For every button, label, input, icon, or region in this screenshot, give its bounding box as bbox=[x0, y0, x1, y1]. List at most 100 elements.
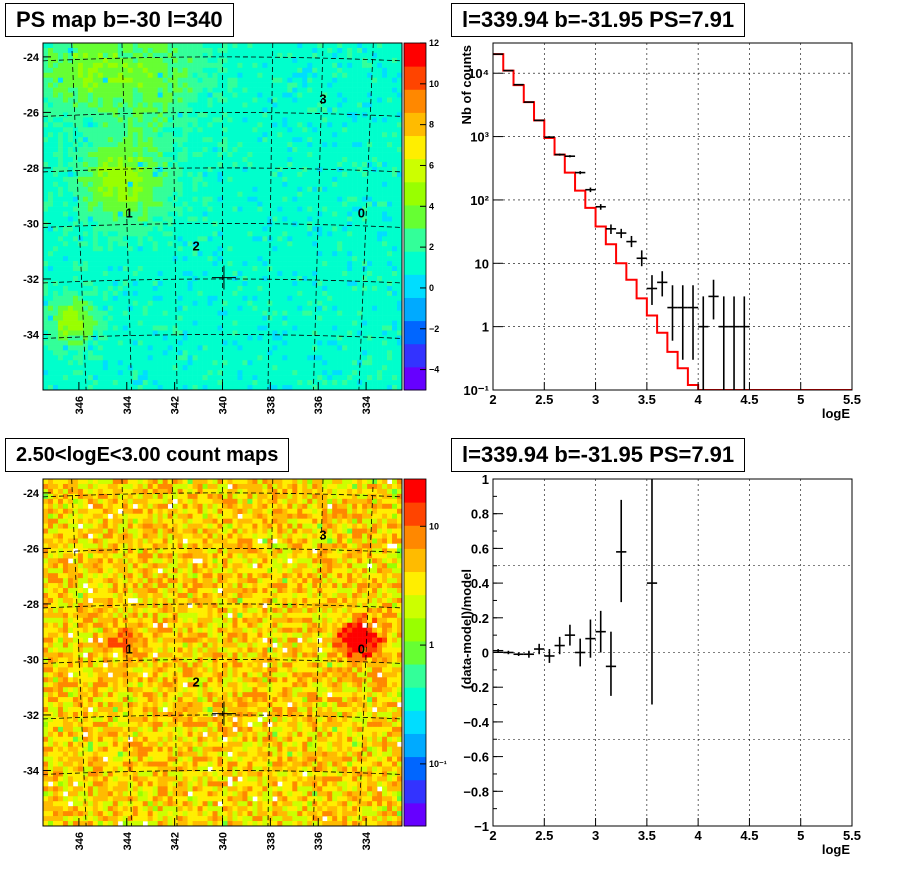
y-tick-label: −0.8 bbox=[463, 784, 489, 799]
y-tick-label: 10⁻¹ bbox=[463, 383, 489, 398]
graticule-lon-line bbox=[171, 43, 178, 390]
source-label-0: 0 bbox=[358, 641, 365, 656]
colorbar-swatch bbox=[404, 571, 426, 596]
y-tick-label: −0.6 bbox=[463, 750, 489, 765]
x-tick-label: 334 bbox=[361, 831, 373, 850]
x-tick-label: 342 bbox=[170, 396, 182, 414]
y-tick-label: 0.2 bbox=[471, 611, 489, 626]
x-tick-label: 344 bbox=[122, 395, 134, 414]
graticule-lon-line bbox=[313, 43, 324, 390]
colorbar-swatch bbox=[404, 112, 426, 137]
colorbar-tick-label: 1 bbox=[429, 640, 434, 650]
source-label-2: 2 bbox=[193, 239, 200, 254]
count-map-title: 2.50<logE<3.00 count maps bbox=[5, 438, 290, 472]
colorbar-tick-label: 6 bbox=[429, 160, 434, 170]
plot-area bbox=[493, 479, 658, 705]
colorbar-swatch bbox=[404, 548, 426, 573]
plot-frame bbox=[492, 42, 853, 391]
colorbar-swatch bbox=[404, 525, 426, 549]
y-axis-label: (data-model)/model bbox=[459, 569, 474, 689]
colorbar-swatch bbox=[404, 297, 426, 322]
x-tick-label: 336 bbox=[313, 832, 325, 850]
colorbar-swatch bbox=[404, 640, 426, 665]
y-tick-label: 10² bbox=[470, 193, 489, 208]
colorbar-swatch bbox=[404, 502, 426, 526]
x-tick-label: 340 bbox=[218, 396, 230, 414]
x-tick-label: 346 bbox=[74, 832, 86, 850]
plot-area bbox=[493, 53, 852, 390]
y-tick-label: -28 bbox=[23, 163, 39, 175]
colorbar-swatch bbox=[404, 204, 426, 229]
colorbar-swatch bbox=[404, 135, 426, 160]
x-tick-label: 334 bbox=[361, 395, 373, 414]
source-label-2: 2 bbox=[193, 675, 200, 690]
ps-map-title: PS map b=-30 l=340 bbox=[5, 3, 234, 37]
colorbar-swatch bbox=[404, 479, 426, 503]
map-pixels bbox=[43, 43, 402, 390]
graticule-lat-line bbox=[43, 112, 402, 117]
colorbar-swatch bbox=[404, 594, 426, 619]
x-tick-label: 4 bbox=[695, 828, 703, 843]
graticule-lat-line bbox=[43, 548, 402, 553]
x-tick-label: 3.5 bbox=[638, 392, 656, 407]
graticule-lon-line bbox=[171, 479, 178, 826]
graticule-lon-line bbox=[71, 479, 87, 826]
colorbar-tick-label: 12 bbox=[429, 38, 439, 48]
colorbar-swatch bbox=[404, 181, 426, 206]
x-tick-label: 2.5 bbox=[535, 392, 553, 407]
colorbar-swatch bbox=[404, 756, 426, 781]
x-tick-label: 340 bbox=[218, 832, 230, 850]
colorbar-swatch bbox=[404, 802, 426, 827]
count-map-panel: -24 -26 -28 -30 -32 -34 346 344 342 340 338 336 334 0… bbox=[23, 478, 447, 850]
source-label-0: 0 bbox=[358, 205, 365, 220]
y-tick-label: −0.2 bbox=[463, 680, 489, 695]
graticule-lon-line bbox=[71, 43, 87, 390]
x-tick-label: 2.5 bbox=[535, 828, 553, 843]
graticule-lon-line bbox=[358, 43, 374, 390]
y-tick-label: 10 bbox=[475, 256, 489, 271]
colorbar-tick-label: 0 bbox=[429, 283, 434, 293]
colorbar-swatch bbox=[404, 617, 426, 642]
spectrum-panel: 2 2.5 3 3.5 4 4.5 5 5.5 10⁴ 10³ 10² 10 1 10⁻¹ logE Nb o… bbox=[459, 42, 861, 421]
y-tick-label: -34 bbox=[23, 329, 40, 341]
y-tick-label: 0.6 bbox=[471, 541, 489, 556]
colorbar-swatch bbox=[404, 228, 426, 252]
y-tick-label: -30 bbox=[23, 654, 39, 666]
y-tick-label: -24 bbox=[23, 488, 40, 500]
source-label-1: 1 bbox=[126, 205, 133, 220]
source-label-3: 3 bbox=[319, 92, 326, 107]
residual-title: l=339.94 b=-31.95 PS=7.91 bbox=[451, 438, 746, 472]
x-tick-label: 4.5 bbox=[740, 828, 758, 843]
x-tick-label: 5 bbox=[797, 828, 804, 843]
colorbar-swatch bbox=[404, 366, 426, 391]
y-tick-label: 0.4 bbox=[471, 576, 490, 591]
colorbar-frame bbox=[403, 478, 427, 827]
x-tick-label: 5.5 bbox=[843, 392, 861, 407]
y-tick-label: -30 bbox=[23, 218, 39, 230]
x-axis-label: logE bbox=[822, 842, 850, 857]
x-tick-label: 346 bbox=[74, 396, 86, 414]
y-axis-label: Nb of counts bbox=[459, 45, 474, 124]
x-tick-label: 3 bbox=[592, 828, 599, 843]
colorbar-swatch bbox=[404, 66, 426, 90]
graticule bbox=[43, 43, 402, 390]
x-tick-label: 338 bbox=[265, 396, 277, 414]
x-tick-label: 2 bbox=[489, 392, 496, 407]
colorbar-tick-label: 4 bbox=[429, 201, 434, 211]
graticule-lon-line bbox=[121, 43, 132, 390]
x-tick-label: 3 bbox=[592, 392, 599, 407]
x-tick-label: 5 bbox=[797, 392, 804, 407]
x-axis-label: logE bbox=[822, 406, 850, 421]
residual-panel: 2 2.5 3 3.5 4 4.5 5 5.5 1 0.8 0.6 0.4 0.2 0 −0.2 −0.4 −0… bbox=[459, 472, 861, 857]
x-tick-label: 342 bbox=[170, 832, 182, 850]
graticule-lon-line bbox=[267, 479, 274, 826]
plot-background bbox=[493, 479, 852, 826]
x-tick-label: 336 bbox=[313, 396, 325, 414]
source-label-1: 1 bbox=[126, 641, 133, 656]
colorbar-swatch bbox=[404, 158, 426, 183]
colorbar-swatch bbox=[404, 733, 426, 758]
colorbar-swatch bbox=[404, 251, 426, 275]
colorbar-tick-label: 10 bbox=[429, 521, 439, 531]
colorbar-tick-label: 10⁻¹ bbox=[429, 759, 447, 769]
